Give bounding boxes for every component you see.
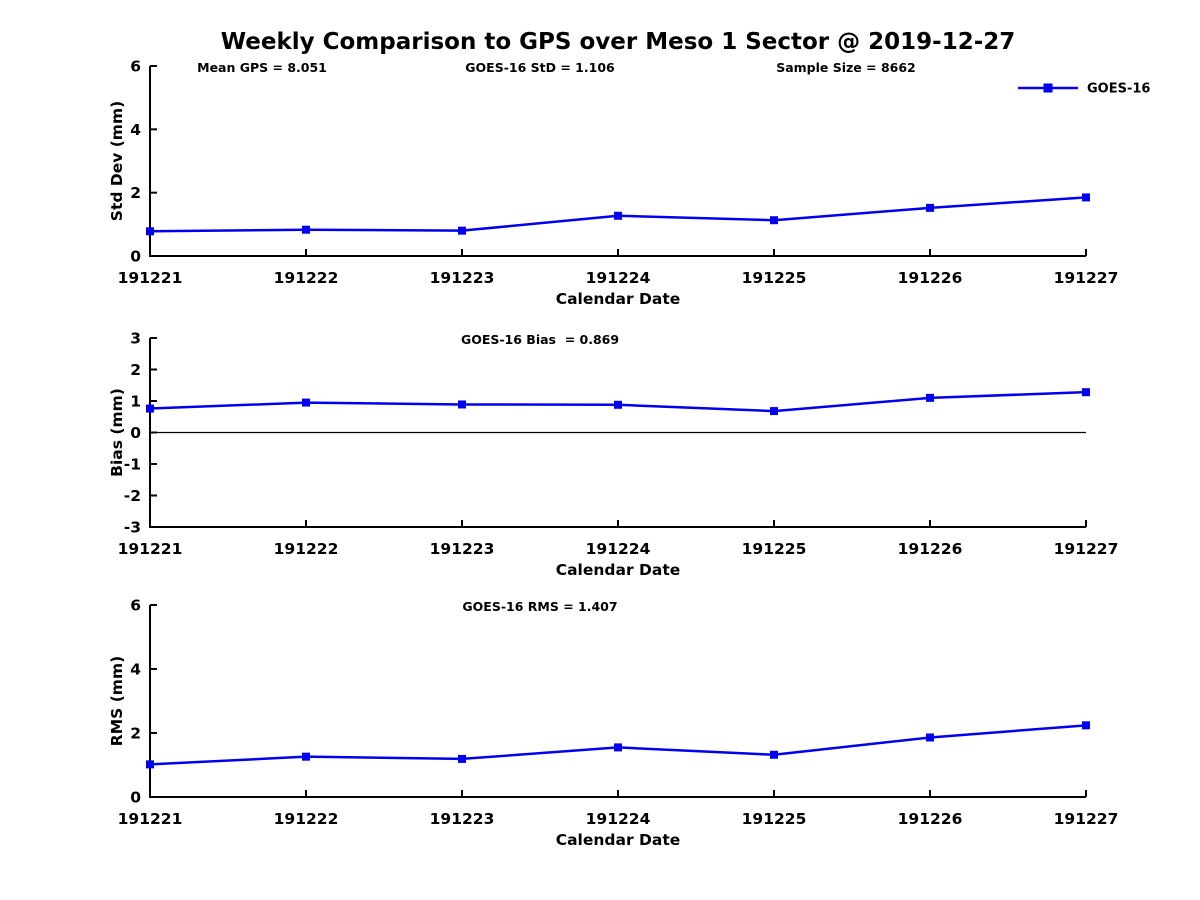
data-point-marker bbox=[1082, 388, 1090, 397]
y-tick-label: -3 bbox=[124, 519, 141, 537]
x-tick-label: 191221 bbox=[118, 810, 183, 828]
x-tick-label: 191224 bbox=[586, 269, 651, 287]
y-axis-title: RMS (mm) bbox=[108, 656, 126, 746]
x-axis-title: Calendar Date bbox=[556, 561, 681, 579]
x-tick-label: 191226 bbox=[898, 269, 963, 287]
y-tick-label: 2 bbox=[130, 361, 141, 379]
x-tick-label: 191227 bbox=[1054, 540, 1119, 558]
legend-label: GOES-16 bbox=[1087, 82, 1150, 97]
y-tick-label: 2 bbox=[130, 725, 141, 743]
annotation: GOES-16 RMS = 1.407 bbox=[462, 599, 617, 614]
y-tick-label: -2 bbox=[124, 487, 141, 505]
data-point-marker bbox=[614, 400, 622, 409]
data-point-marker bbox=[146, 227, 154, 236]
data-point-marker bbox=[614, 211, 622, 220]
data-point-marker bbox=[458, 400, 466, 409]
x-axis-title: Calendar Date bbox=[556, 831, 681, 849]
y-tick-label: 3 bbox=[130, 330, 141, 348]
y-tick-label: -1 bbox=[124, 456, 141, 474]
x-tick-label: 191225 bbox=[742, 540, 807, 558]
data-point-marker bbox=[302, 752, 310, 761]
data-point-marker bbox=[302, 398, 310, 407]
subplot-bias: 3 2 1 0 -1 -2 -3 191221 191222 191223 191224 191225… bbox=[108, 330, 1118, 580]
data-point-marker bbox=[770, 216, 778, 225]
y-tick-label: 4 bbox=[130, 121, 141, 139]
data-point-marker bbox=[1082, 193, 1090, 202]
x-tick-label: 191222 bbox=[274, 269, 339, 287]
x-tick-label: 191223 bbox=[430, 540, 495, 558]
x-tick-label: 191226 bbox=[898, 540, 963, 558]
x-tick-label: 191227 bbox=[1054, 269, 1119, 287]
x-tick-label: 191222 bbox=[274, 540, 339, 558]
data-point-marker bbox=[926, 733, 934, 742]
data-point-marker bbox=[770, 407, 778, 416]
x-tick-label: 191227 bbox=[1054, 810, 1119, 828]
y-tick-label: 6 bbox=[130, 58, 141, 76]
legend: GOES-16 bbox=[1018, 82, 1150, 97]
data-point-marker bbox=[146, 404, 154, 413]
x-tick-label: 191226 bbox=[898, 810, 963, 828]
data-point-marker bbox=[926, 203, 934, 212]
x-tick-label: 191224 bbox=[586, 540, 651, 558]
axes-line bbox=[149, 605, 1086, 798]
subplot-std-dev: 0 2 4 6 191221 191222 191223 191224 191225 191226… bbox=[108, 58, 1150, 309]
legend-marker-icon bbox=[1043, 83, 1053, 93]
x-tick-label: 191225 bbox=[742, 810, 807, 828]
x-tick-label: 191225 bbox=[742, 269, 807, 287]
y-tick-label: 0 bbox=[130, 424, 141, 442]
data-point-marker bbox=[926, 393, 934, 402]
data-point-marker bbox=[302, 225, 310, 234]
data-point-marker bbox=[1082, 721, 1090, 730]
y-tick-label: 4 bbox=[130, 661, 141, 679]
data-point-marker bbox=[770, 750, 778, 759]
y-axis-title: Std Dev (mm) bbox=[108, 101, 126, 221]
x-axis-title: Calendar Date bbox=[556, 290, 681, 308]
x-tick-label: 191224 bbox=[586, 810, 651, 828]
x-tick-label: 191221 bbox=[118, 540, 183, 558]
data-point-marker bbox=[614, 743, 622, 752]
annotation: GOES-16 StD = 1.106 bbox=[465, 60, 615, 75]
figure-title: Weekly Comparison to GPS over Meso 1 Sec… bbox=[220, 29, 1016, 55]
data-point-marker bbox=[458, 226, 466, 235]
x-tick-label: 191222 bbox=[274, 810, 339, 828]
x-tick-label: 191223 bbox=[430, 810, 495, 828]
y-tick-label: 0 bbox=[130, 248, 141, 266]
annotation: Sample Size = 8662 bbox=[776, 60, 916, 75]
data-point-marker bbox=[146, 760, 154, 769]
y-tick-label: 1 bbox=[130, 393, 141, 411]
x-tick-label: 191221 bbox=[118, 269, 183, 287]
annotation: Mean GPS = 8.051 bbox=[197, 60, 327, 75]
y-tick-label: 0 bbox=[130, 789, 141, 807]
x-tick-label: 191223 bbox=[430, 269, 495, 287]
y-axis-title: Bias (mm) bbox=[108, 388, 126, 477]
subplot-rms: 0 2 4 6 191221 191222 191223 191224 191225 191226… bbox=[108, 597, 1118, 850]
annotation: GOES-16 Bias = 0.869 bbox=[461, 332, 619, 347]
axes-line bbox=[149, 66, 1086, 257]
data-point-marker bbox=[458, 754, 466, 763]
y-tick-label: 6 bbox=[130, 597, 141, 615]
y-tick-label: 2 bbox=[130, 184, 141, 202]
